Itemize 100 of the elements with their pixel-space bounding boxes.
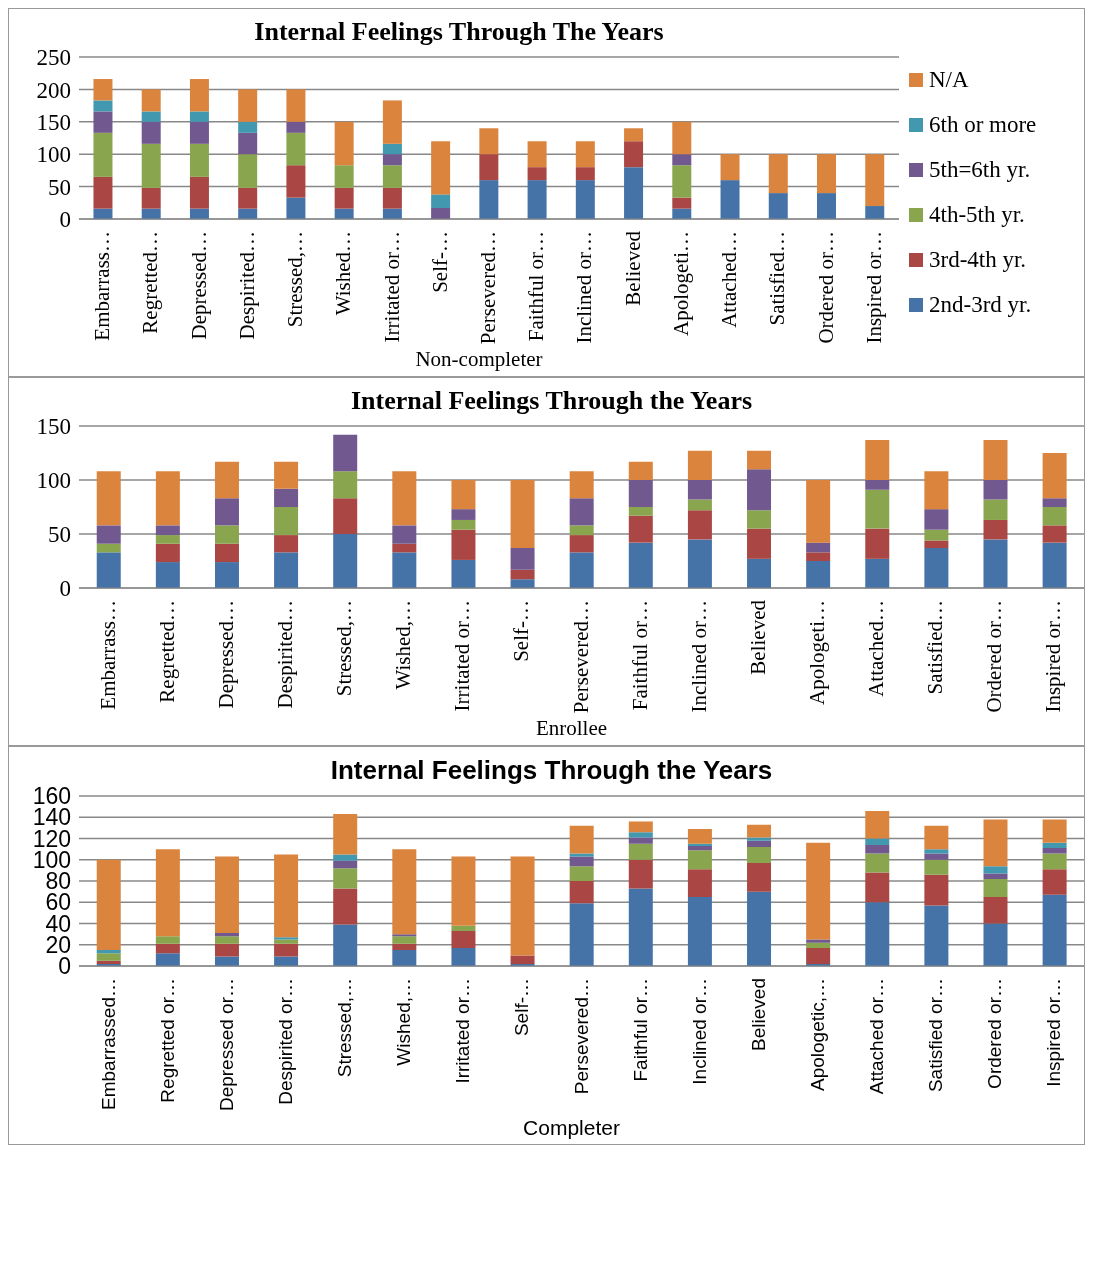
x-tick-label: Irritated or… [379,231,404,343]
bar [189,79,209,112]
x-axis-title: Enrollee [534,716,609,742]
bar [286,197,306,219]
bar [672,165,692,198]
bar [431,141,451,195]
bar [687,450,712,480]
x-tick-label: Ordered or… [984,978,1006,1089]
bar [1042,498,1067,507]
x-tick-label: Inspired or… [1043,978,1065,1087]
bar [392,849,417,935]
bar [510,480,535,549]
bar [569,866,594,881]
legend-label: 5th=6th yr. [929,156,1031,183]
bar [382,187,402,209]
bar [392,543,417,553]
bar [333,498,358,534]
x-tick-label: Embarrass… [90,231,115,341]
bar [392,471,417,526]
bar [510,569,535,580]
bar [569,535,594,553]
y-tick-label: 150 [36,109,71,135]
bar [527,141,547,168]
bar [238,89,258,122]
y-tick-label: 50 [48,174,71,200]
bar [924,548,949,588]
bar [214,498,239,526]
x-tick-label: Inspired or… [1041,600,1066,713]
bar [687,510,712,540]
bar [983,896,1008,924]
bar [141,143,161,188]
x-tick-label: Attached… [864,600,889,697]
bar [214,562,239,588]
bar [96,859,121,951]
bar [238,121,258,133]
bar [806,552,831,561]
bar [628,461,653,480]
x-tick-label: Regretted… [154,600,179,703]
bar [155,535,180,544]
x-tick-label: Faithful or… [629,978,651,1082]
legend-label: 2nd-3rd yr. [929,291,1032,318]
bar [865,154,885,207]
bar [510,579,535,588]
bar [628,480,653,507]
bar [392,525,417,544]
bar [983,873,1008,879]
bar [451,856,476,926]
bar [510,856,535,956]
bar [333,860,358,869]
bar [806,947,831,964]
bar [768,193,788,219]
bar [96,953,121,961]
y-tick-label: 0 [59,576,71,602]
x-tick-label: Inspired or… [861,231,886,344]
legend-label: 4th-5th yr. [929,201,1025,228]
chart-title: Internal Feelings Through The Years [253,16,665,47]
bar [672,197,692,209]
bar [672,154,692,166]
bar [628,515,653,543]
bar [924,905,949,966]
x-tick-label: Satisfied or… [925,978,947,1093]
bar [569,903,594,966]
bar [96,543,121,553]
bar [806,939,831,943]
bar [155,953,180,966]
bar [214,943,239,957]
legend-label: N/A [929,66,969,93]
x-tick-label: Persevered… [568,600,593,714]
bar [865,206,885,219]
bar [747,847,772,863]
bar [983,866,1008,874]
bar [1042,542,1067,588]
bar [865,528,890,559]
bar [96,552,121,588]
bar [286,89,306,122]
bar [569,525,594,536]
x-tick-label: Despirited… [272,600,297,709]
x-axis-title: Completer [522,1116,621,1141]
bar [687,850,712,870]
bar [451,925,476,931]
bar [806,542,831,553]
bar [1042,842,1067,849]
bar [333,471,358,499]
bar [983,480,1008,500]
bar [575,180,595,219]
bar [1042,819,1067,843]
bar [214,936,239,944]
y-tick-label: 100 [36,142,71,168]
bar [569,825,594,854]
x-tick-label: Depressed… [213,600,238,709]
x-tick-label: Inclined or… [572,231,597,344]
bar [238,154,258,188]
bar [569,856,594,867]
bar [1042,894,1067,966]
bar [189,143,209,177]
bar [747,837,772,841]
y-tick-label: 150 [36,414,71,440]
bar [96,525,121,544]
bar [141,187,161,209]
bar [747,558,772,588]
